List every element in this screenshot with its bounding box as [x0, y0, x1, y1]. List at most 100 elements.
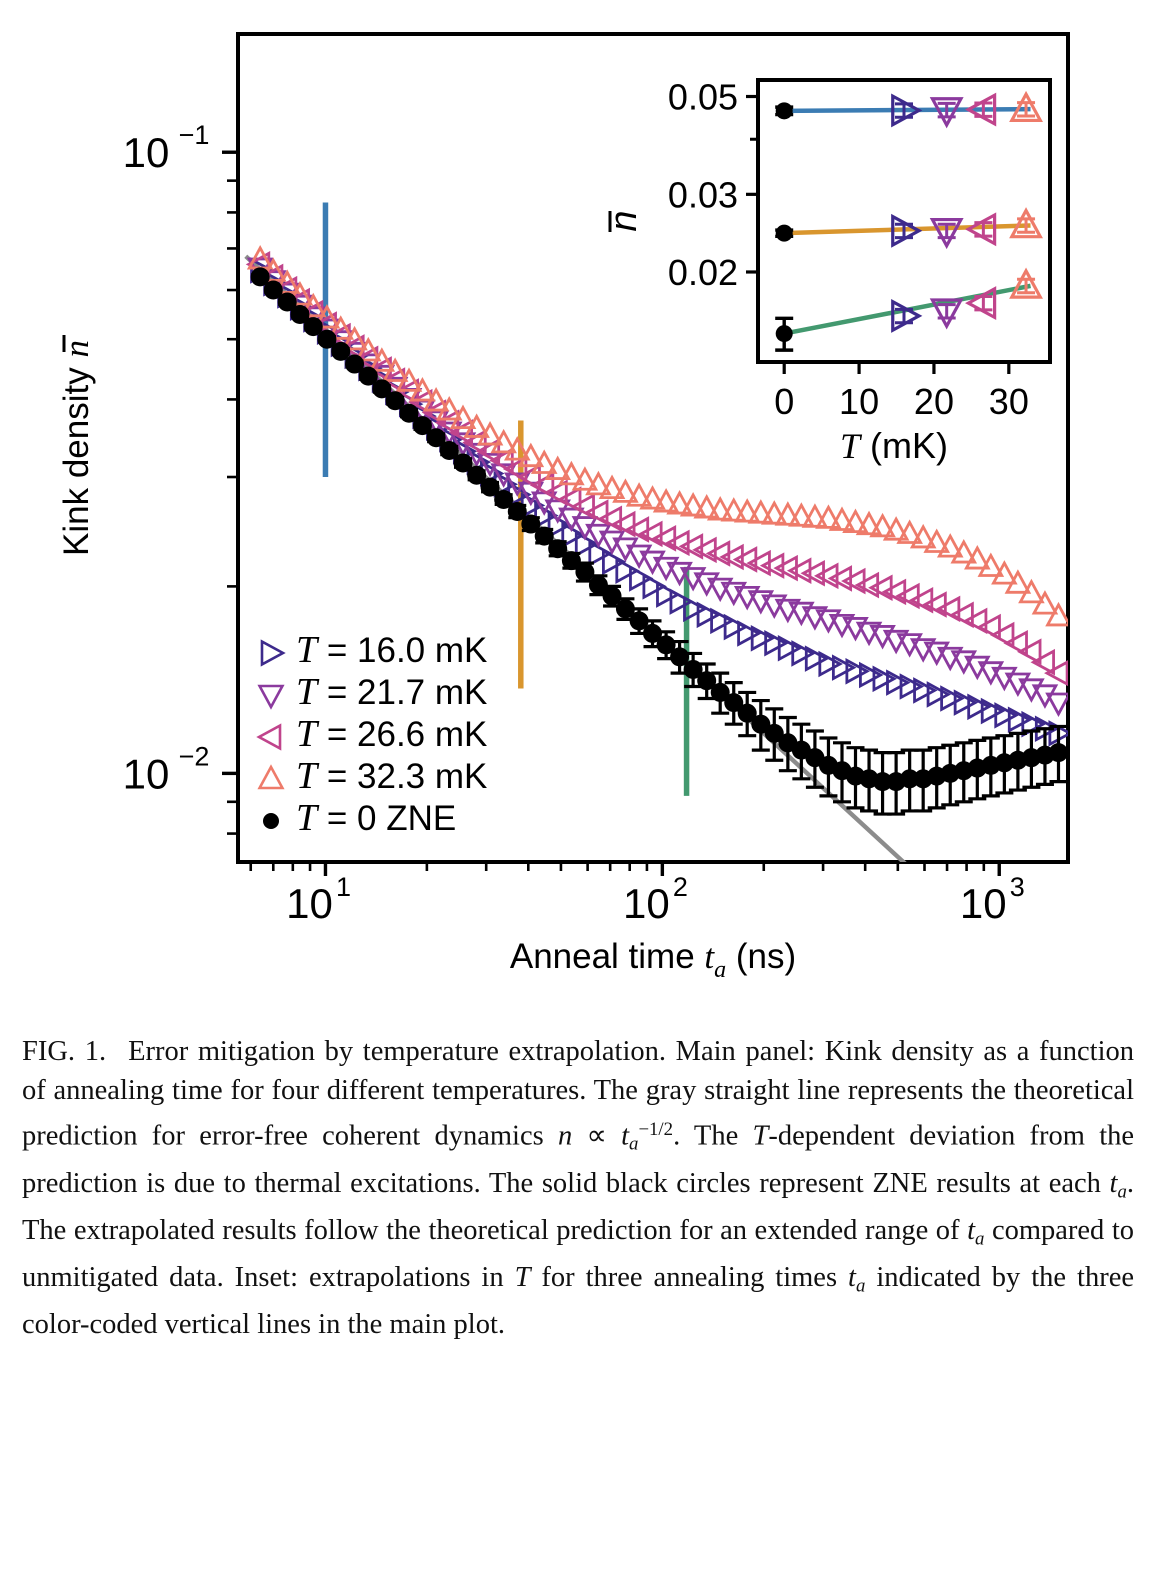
data-point-triangle-left: [434, 409, 460, 436]
data-point-zne: [467, 465, 487, 485]
caption-formula-sub: a: [629, 1133, 639, 1155]
data-point-triangle-left: [935, 595, 961, 623]
caption-text-7: indicated by the three color-coded verti…: [22, 1262, 1134, 1341]
data-point-triangle-left: [1030, 648, 1055, 676]
data-point-triangle-right: [818, 650, 843, 678]
legend-item-1: T = 16.0 mK: [260, 629, 487, 671]
data-point-triangle-right: [561, 521, 586, 549]
inset-data-point-triangle-right: [891, 213, 923, 248]
data-point-triangle-right: [967, 693, 992, 721]
x-tick-label-base: 10: [623, 880, 670, 927]
data-point-triangle-up: [977, 552, 1005, 577]
data-point-triangle-right: [953, 689, 979, 716]
data-point-triangle-right: [669, 588, 695, 615]
inset-data-point-triangle-left: [965, 212, 997, 247]
data-point-triangle-left: [1044, 660, 1068, 687]
data-point-triangle-up: [435, 395, 463, 421]
y-axis-title-text: Kink density n: [57, 340, 96, 556]
caption-sub-a4: a: [855, 1275, 866, 1297]
inset-y-axis-title-text: n: [603, 210, 645, 231]
data-point-triangle-left: [516, 463, 541, 491]
x-tick-label: 10 1: [286, 872, 351, 927]
data-point-triangle-left: [421, 399, 447, 426]
data-point-triangle-up: [1004, 569, 1032, 594]
data-point-zne: [358, 366, 378, 386]
data-point-triangle-up: [747, 499, 775, 524]
inset-data-point-zne: [775, 102, 793, 120]
legend-item-4: T = 32.3 mK: [257, 755, 487, 797]
inset-y-axis-title: n: [603, 210, 645, 232]
x-tick-label-base: 10: [960, 880, 1007, 927]
data-point-triangle-left: [692, 536, 717, 564]
data-point-triangle-right: [872, 665, 898, 693]
data-point-zne: [412, 416, 432, 436]
y-tick-label-base: 10: [123, 750, 170, 797]
data-point-triangle-right: [899, 673, 925, 700]
data-point-triangle-right: [886, 669, 911, 696]
data-point-triangle-up: [381, 357, 409, 382]
data-point-zne: [372, 379, 392, 399]
legend-marker-triangle-down: [257, 684, 285, 710]
data-point-triangle-up: [1045, 601, 1068, 627]
caption-text-1: Error mitigation by temperature extrapol…: [22, 1036, 1134, 1152]
legend-marker-triangle-right: [260, 639, 286, 667]
inset-trend-line: [784, 223, 1031, 236]
data-point-triangle-up: [923, 528, 950, 553]
data-point-triangle-left: [1003, 629, 1028, 657]
caption-text-6: for three annealing times: [530, 1262, 849, 1294]
data-point-triangle-up: [720, 497, 748, 522]
data-point-zne: [900, 769, 920, 789]
data-point-zne: [724, 693, 744, 713]
inset-data-point-triangle-down: [929, 217, 964, 250]
data-point-triangle-up: [964, 545, 991, 570]
data-point-triangle-up: [1018, 578, 1045, 604]
data-point-triangle-up: [936, 533, 964, 558]
caption-sym-T2: T: [514, 1262, 531, 1294]
data-point-triangle-up: [679, 492, 707, 517]
caption-sub-a2: a: [1117, 1180, 1127, 1202]
data-point-zne: [277, 292, 297, 312]
data-point-triangle-right: [913, 677, 938, 704]
inset-data-point-triangle-right: [891, 93, 923, 128]
data-point-zne: [250, 267, 270, 287]
inset-data-point-zne: [775, 224, 793, 242]
caption-formula-t: t: [621, 1120, 630, 1152]
caption-sub-a3: a: [975, 1228, 985, 1250]
y-axis-title: Kink density n: [57, 335, 96, 556]
data-point-zne: [1048, 743, 1068, 763]
inset-data-point-triangle-left: [965, 92, 997, 127]
data-point-triangle-right: [764, 629, 789, 657]
data-point-triangle-right: [804, 645, 830, 672]
data-point-triangle-up: [869, 512, 896, 538]
inset-x-tick-label: 0: [774, 381, 794, 422]
legend-marker-circle: [263, 813, 279, 829]
data-point-triangle-up: [828, 506, 856, 531]
data-point-triangle-up: [355, 336, 382, 362]
x-tick-label: 10 2: [623, 872, 688, 927]
data-point-triangle-up: [815, 504, 842, 529]
legend-label-5: T = 0 ZNE: [296, 797, 456, 839]
y-axis-ticks: [222, 150, 238, 835]
data-point-triangle-up: [449, 404, 477, 430]
inset-data: [775, 90, 1043, 352]
data-point-triangle-up: [422, 387, 450, 412]
inset-trend-line: [784, 106, 1031, 114]
data-point-triangle-up: [625, 482, 653, 507]
data-point-triangle-up: [585, 470, 612, 496]
data-point-triangle-right: [777, 635, 803, 662]
caption-formula-n: n: [557, 1120, 573, 1152]
data-point-triangle-down: [558, 507, 585, 533]
legend-item-5: T = 0 ZNE: [263, 797, 456, 839]
data-point-triangle-down: [1045, 692, 1068, 718]
legend-item-3: T = 26.6 mK: [256, 713, 487, 755]
data-point-triangle-left: [611, 510, 636, 538]
data-point-triangle-up: [733, 498, 761, 523]
data-point-triangle-up: [463, 413, 490, 438]
x-axis-ticks: [249, 862, 1001, 876]
data-point-triangle-right: [791, 640, 816, 667]
inset-data-point-triangle-up: [1009, 207, 1043, 239]
legend-label-2: T = 21.7 mK: [296, 671, 487, 713]
caption-sym-ta4: t: [848, 1262, 856, 1294]
y-tick-label: 10 −1: [123, 120, 210, 176]
